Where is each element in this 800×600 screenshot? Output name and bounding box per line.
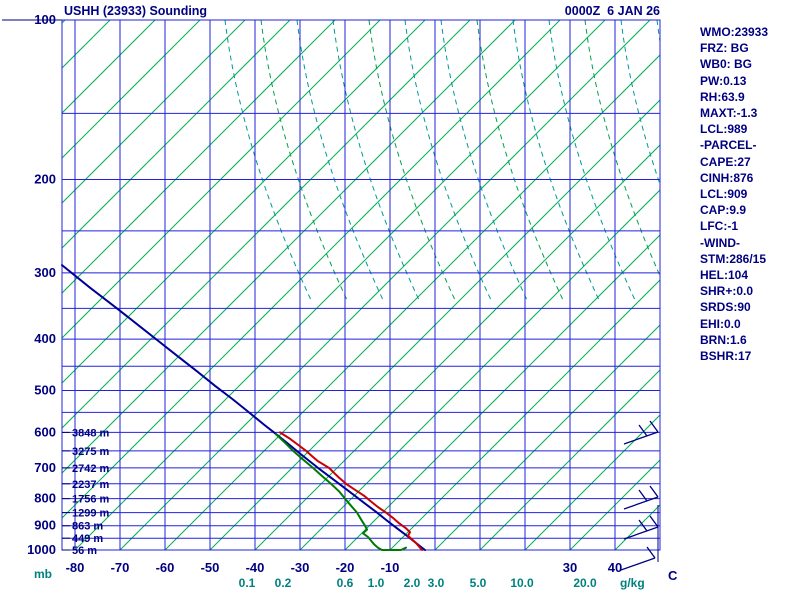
index-line: CINH:876 [700, 170, 754, 185]
temperature-axis-labels: -80 -70 -60 -50 -40 -30 -20 -10 30 40 C [66, 560, 678, 583]
mixing-tick-label: 3.0 [428, 576, 445, 590]
index-line: FRZ: BG [700, 41, 749, 56]
temp-tick-label: -50 [201, 560, 220, 575]
index-line: LFC:-1 [700, 219, 738, 234]
index-line: -PARCEL- [700, 138, 757, 153]
mixing-tick-label: 0.2 [275, 576, 292, 590]
index-line: PW:0.13 [700, 73, 747, 88]
height-label: 56 m [72, 545, 97, 557]
chart-datetime: 0000Z 6 JAN 26 [564, 4, 660, 18]
mixing-tick-label: 2.0 [404, 576, 421, 590]
height-label: 2237 m [72, 479, 110, 491]
temp-tick-label: -80 [66, 560, 85, 575]
index-line: RH:63.9 [700, 89, 745, 104]
pressure-axis-labels: 100 200 300 400 500 600 700 800 900 1000 mb [27, 12, 56, 581]
pressure-tick-label: 200 [34, 172, 56, 187]
pressure-gridlines [62, 19, 660, 551]
wind-barb-icon [623, 485, 659, 510]
index-line: LCL:909 [700, 187, 748, 202]
temp-tick-label: 40 [608, 560, 622, 575]
height-label: 449 m [72, 533, 103, 545]
temp-tick-label: -20 [336, 560, 355, 575]
trace-dewpoint [275, 433, 407, 551]
pressure-tick-label: 600 [34, 424, 56, 439]
wind-barb-icon [623, 515, 659, 540]
temp-tick-label: -60 [156, 560, 175, 575]
index-line: EHI:0.0 [700, 316, 741, 331]
height-label: 3275 m [72, 446, 110, 458]
mixing-tick-label: 1.0 [368, 576, 385, 590]
temp-tick-label: -10 [381, 560, 400, 575]
height-label: 1299 m [72, 508, 110, 520]
index-line: LCL:989 [700, 122, 748, 137]
index-line: BSHR:17 [700, 349, 752, 364]
pressure-tick-label: 900 [34, 518, 56, 533]
axis-unit-gkg: g/kg [620, 576, 645, 590]
temp-tick-label: -30 [291, 560, 310, 575]
chart-title: USHH (23933) Sounding [64, 4, 208, 18]
index-line: STM:286/15 [700, 251, 767, 266]
mixing-tick-label: 10.0 [510, 576, 534, 590]
plot-frame [2, 19, 661, 551]
index-line: WMO:23933 [700, 25, 769, 39]
trace-upper-sounding [61, 264, 426, 551]
mixing-tick-label: 0.6 [337, 576, 354, 590]
height-label: 863 m [72, 521, 103, 533]
trace-temperature [279, 431, 423, 551]
index-line: CAPE:27 [700, 154, 751, 169]
temp-tick-label: 30 [563, 560, 577, 575]
index-line: MAXT:-1.3 [700, 106, 758, 121]
wind-barb-icon [620, 546, 656, 571]
pressure-tick-label: 700 [34, 460, 56, 475]
index-line: SRDS:90 [700, 300, 751, 315]
axis-unit-mb: mb [34, 567, 52, 581]
isotherm-gridlines [62, 20, 660, 550]
pressure-tick-label: 400 [34, 331, 56, 346]
height-label: 3848 m [72, 427, 110, 439]
temperature-gridlines [74, 20, 616, 550]
wind-barb-icon [623, 420, 659, 445]
mixing-tick-label: 0.1 [239, 576, 256, 590]
mixing-tick-label: 5.0 [470, 576, 487, 590]
index-line: -WIND- [700, 235, 740, 250]
pressure-tick-label: 300 [34, 265, 56, 280]
pressure-tick-label: 1000 [27, 542, 56, 557]
temp-tick-label: -40 [246, 560, 265, 575]
mixing-tick-label: 20.0 [573, 576, 597, 590]
index-line: CAP:9.9 [700, 203, 747, 218]
dashed-adiabat-lines [224, 20, 660, 301]
height-label: 2742 m [72, 463, 110, 475]
mixing-ratio-labels: 0.1 0.2 0.6 1.0 2.0 3.0 5.0 10.0 20.0 g/kg [239, 576, 645, 590]
pressure-tick-label: 100 [34, 12, 56, 27]
pressure-tick-label: 500 [34, 382, 56, 397]
pressure-tick-label: 800 [34, 491, 56, 506]
height-label: 1756 m [72, 494, 110, 506]
indices-panel: WMO:23933 FRZ: BG WB0: BG PW:0.13 RH:63.9 MAX… [700, 24, 768, 364]
index-line: HEL:104 [700, 268, 749, 283]
height-labels: 3848 m 3275 m 2742 m 2237 m 1756 m 1299 m863 … [62, 427, 110, 557]
axis-unit-c: C [668, 568, 678, 583]
index-line: WB0: BG [700, 57, 752, 72]
index-line: SHR+:0.0 [700, 284, 754, 299]
wind-barbs [620, 420, 659, 571]
index-line: BRN:1.6 [700, 332, 747, 347]
temp-tick-label: -70 [111, 560, 130, 575]
